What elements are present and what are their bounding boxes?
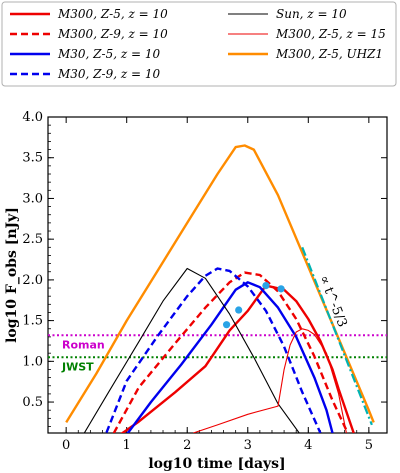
x-tick-label: 4 (304, 438, 312, 453)
reference-label-jwst: JWST (61, 360, 94, 373)
legend-frame (1, 1, 397, 87)
data-marker (222, 321, 231, 329)
legend-label: M300, Z-5, UHZ1 (275, 47, 383, 61)
reference-label-roman: Roman (62, 338, 105, 351)
y-tick-label: 3.0 (22, 191, 43, 206)
x-tick-label: 2 (183, 438, 191, 453)
x-tick-label: 1 (123, 438, 131, 453)
x-tick-label: 5 (365, 438, 373, 453)
markers (222, 281, 285, 329)
x-axis-title: log10 time [days] (148, 456, 285, 472)
data-marker (262, 281, 270, 290)
data-marker (235, 306, 243, 314)
y-tick-label: 1.5 (22, 314, 43, 329)
legend-label: Sun, z = 10 (276, 7, 347, 21)
x-tick-label: 0 (62, 438, 70, 453)
legend: M300, Z-5, z = 10 M300, Z-9, z = 10 M30, Z… (1, 1, 397, 87)
legend-label: M300, Z-5, z = 10 (57, 7, 168, 21)
y-tick-label: 4.0 (22, 110, 43, 125)
slope-guide-label: ∝ t^-5/3 (316, 273, 350, 329)
legend-label: M300, Z-5, z = 15 (275, 27, 386, 41)
series-line (112, 271, 349, 433)
y-tick-label: 2.5 (22, 232, 43, 247)
series-line (193, 328, 347, 433)
legend-label: M300, Z-9, z = 10 (57, 27, 168, 41)
legend-items: M300, Z-5, z = 10 M300, Z-9, z = 10 M30, Z… (10, 7, 386, 81)
y-tick-label: 1.0 (22, 354, 43, 369)
legend-label: M30, Z-9, z = 10 (57, 67, 160, 81)
y-axis-title: log10 F_obs [nJy] (4, 207, 20, 343)
slope-guide-line (301, 246, 373, 426)
series-line (83, 267, 300, 433)
y-tick-label: 2.0 (22, 273, 43, 288)
plot-frame (47, 116, 388, 434)
series-lines (65, 144, 375, 433)
y-tick-label: 0.5 (22, 395, 43, 410)
axis-ticks: 0 1 2 3 4 5 0.5 1.0 1.5 2.0 2.5 3.0 3.5 4.0 (22, 110, 387, 453)
legend-label: M30, Z-5, z = 10 (57, 47, 160, 61)
y-tick-label: 3.5 (22, 151, 43, 166)
x-tick-label: 3 (244, 438, 252, 453)
series-line (105, 267, 322, 433)
reference-lines: Roman JWST (48, 334, 387, 373)
data-marker (277, 285, 285, 293)
series-line (126, 281, 334, 433)
